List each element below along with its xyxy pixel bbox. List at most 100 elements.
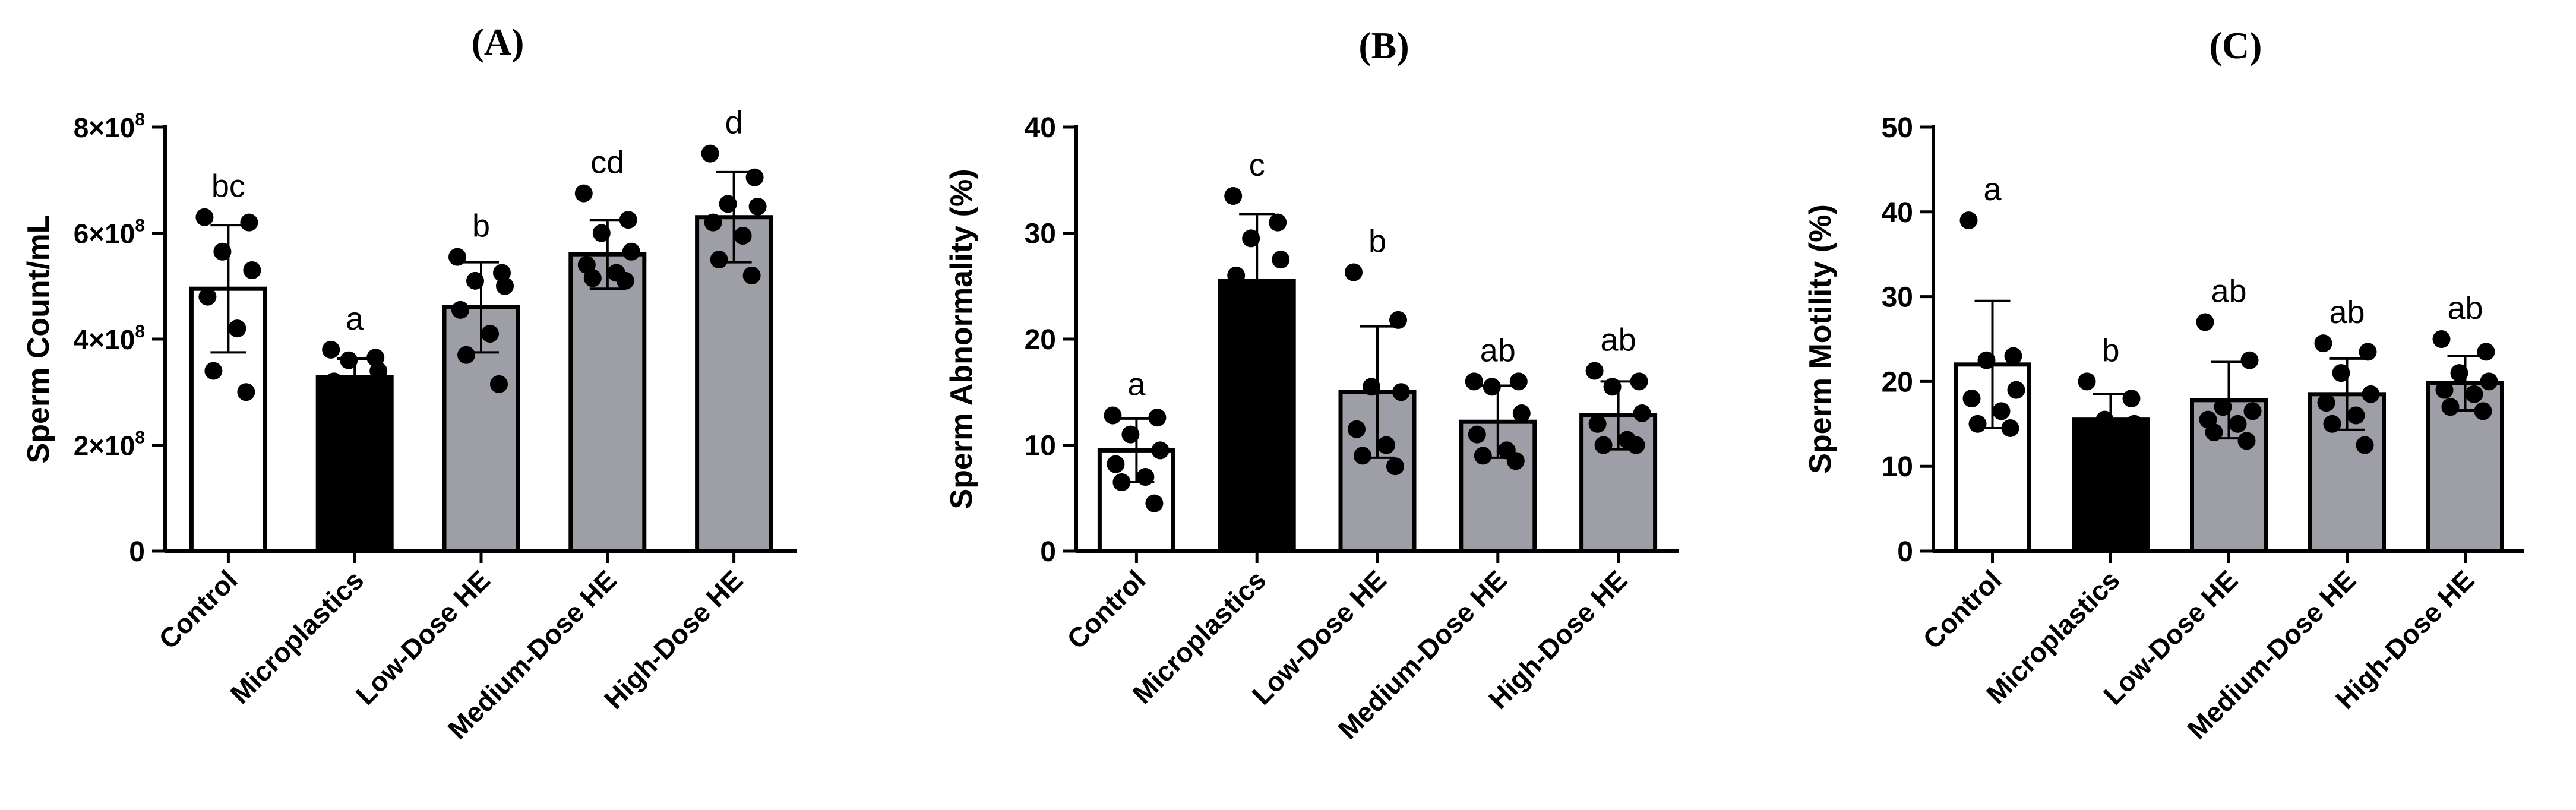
data-point bbox=[577, 256, 596, 274]
data-point bbox=[2229, 415, 2247, 433]
data-point bbox=[243, 261, 261, 279]
data-point bbox=[2477, 343, 2495, 361]
data-point bbox=[2214, 398, 2232, 416]
data-point bbox=[2362, 385, 2380, 403]
data-point bbox=[237, 383, 255, 401]
data-point bbox=[1145, 494, 1164, 512]
data-point bbox=[213, 242, 232, 261]
data-point bbox=[240, 213, 258, 232]
data-point bbox=[198, 287, 217, 306]
y-tick-label: 10 bbox=[1025, 431, 1056, 462]
data-point bbox=[2317, 394, 2335, 412]
data-point bbox=[1104, 406, 1122, 425]
y-tick-label: 40 bbox=[1882, 197, 1913, 229]
data-point bbox=[2196, 313, 2214, 331]
data-point bbox=[1148, 409, 1167, 427]
y-tick-label: 30 bbox=[1025, 219, 1056, 250]
data-point bbox=[1107, 455, 1125, 473]
significance-label: b bbox=[2101, 333, 2119, 368]
data-point bbox=[1468, 425, 1486, 444]
y-tick-label: 0 bbox=[1040, 536, 1056, 568]
category-label: Control bbox=[1917, 564, 2007, 654]
data-point bbox=[2332, 364, 2350, 382]
data-point bbox=[1474, 447, 1492, 465]
data-point bbox=[1630, 372, 1648, 391]
data-point bbox=[583, 269, 602, 287]
bar bbox=[315, 375, 394, 553]
data-point bbox=[322, 340, 340, 359]
data-point bbox=[2237, 432, 2256, 450]
data-point bbox=[331, 383, 349, 401]
y-tick-label: 10 bbox=[1882, 451, 1913, 483]
data-point bbox=[592, 224, 611, 242]
data-point bbox=[1224, 187, 1243, 205]
data-point bbox=[2007, 381, 2025, 399]
significance-label: b bbox=[1368, 224, 1386, 260]
data-point bbox=[2441, 398, 2460, 416]
y-tick-label: 8×108 bbox=[74, 110, 145, 143]
data-point bbox=[195, 208, 214, 226]
data-point bbox=[2356, 436, 2374, 454]
y-axis-label: Sperm Motility (%) bbox=[1803, 204, 1838, 474]
y-axis-label: Sperm Count/mL bbox=[21, 215, 56, 464]
panel-title: (A) bbox=[472, 21, 524, 63]
significance-label: ab bbox=[2211, 273, 2246, 309]
data-point bbox=[364, 385, 382, 404]
y-tick-label: 20 bbox=[1025, 324, 1056, 356]
chart-panel-2: (B) 0 10 20 30 40 Sperm Abnormality (%) a Contro… bbox=[944, 24, 1679, 745]
bar bbox=[695, 215, 773, 553]
data-point bbox=[1603, 378, 1622, 396]
data-point bbox=[1363, 378, 1380, 396]
data-point bbox=[204, 362, 223, 380]
data-point bbox=[2359, 343, 2377, 361]
data-point bbox=[2240, 351, 2259, 369]
data-point bbox=[745, 168, 764, 186]
data-point bbox=[369, 362, 388, 380]
data-point bbox=[451, 300, 469, 319]
data-point bbox=[1112, 473, 1131, 491]
significance-label: a bbox=[346, 301, 364, 337]
data-point bbox=[457, 346, 475, 364]
data-point bbox=[2122, 389, 2141, 407]
data-point bbox=[2095, 410, 2114, 429]
data-point bbox=[1509, 372, 1528, 391]
data-point bbox=[2474, 402, 2492, 420]
significance-label: b bbox=[472, 208, 490, 244]
data-point bbox=[2001, 419, 2019, 437]
category-label: Control bbox=[1061, 564, 1151, 654]
data-point bbox=[1377, 436, 1395, 454]
data-point bbox=[1392, 383, 1410, 401]
data-point bbox=[1483, 378, 1501, 396]
data-point bbox=[1386, 457, 1404, 476]
data-point bbox=[1977, 351, 1996, 369]
y-tick-label: 50 bbox=[1882, 112, 1913, 144]
data-point bbox=[1588, 415, 1607, 433]
bar bbox=[568, 252, 647, 553]
data-point bbox=[2432, 330, 2451, 348]
data-point bbox=[704, 213, 722, 232]
data-point bbox=[616, 271, 634, 290]
data-point bbox=[1585, 362, 1604, 380]
significance-label: ab bbox=[2329, 295, 2365, 330]
data-point bbox=[2435, 381, 2454, 399]
data-point bbox=[1269, 213, 1287, 232]
y-tick-label: 2×108 bbox=[74, 428, 145, 461]
data-point bbox=[481, 325, 499, 343]
data-point bbox=[2078, 372, 2096, 391]
significance-label: ab bbox=[1480, 333, 1516, 368]
data-point bbox=[1968, 415, 1987, 433]
y-tick-label: 0 bbox=[129, 536, 145, 568]
bar bbox=[2308, 392, 2386, 553]
y-tick-label: 40 bbox=[1025, 112, 1056, 144]
significance-label: bc bbox=[211, 169, 245, 204]
data-point bbox=[1227, 266, 1246, 284]
data-point bbox=[1389, 311, 1407, 329]
data-point bbox=[748, 197, 767, 216]
y-tick-label: 30 bbox=[1882, 282, 1913, 314]
data-point bbox=[1272, 251, 1290, 269]
y-axis-label: Sperm Abnormality (%) bbox=[944, 169, 979, 509]
data-point bbox=[2314, 334, 2332, 353]
category-label: Microplastics bbox=[225, 564, 370, 710]
data-point bbox=[1354, 447, 1371, 465]
